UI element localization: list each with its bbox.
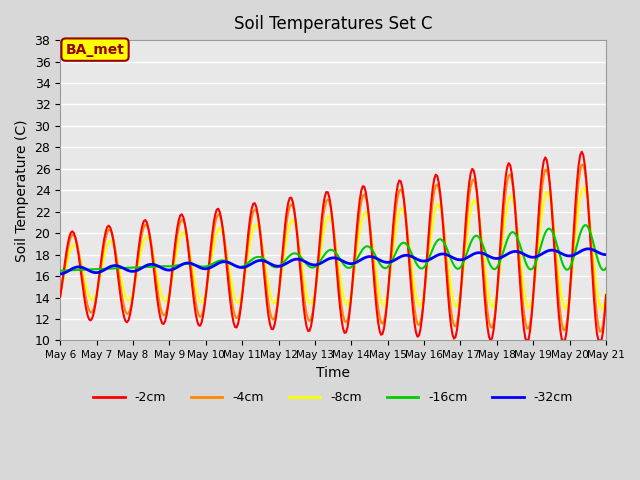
Y-axis label: Soil Temperature (C): Soil Temperature (C) xyxy=(15,119,29,262)
X-axis label: Time: Time xyxy=(316,366,350,380)
Title: Soil Temperatures Set C: Soil Temperatures Set C xyxy=(234,15,433,33)
Legend: -2cm, -4cm, -8cm, -16cm, -32cm: -2cm, -4cm, -8cm, -16cm, -32cm xyxy=(88,386,578,409)
Text: BA_met: BA_met xyxy=(66,43,125,57)
